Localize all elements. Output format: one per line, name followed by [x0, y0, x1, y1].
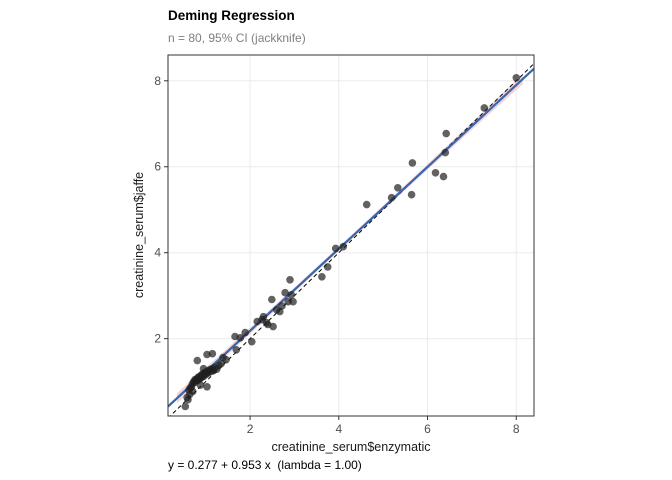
x-tick-label: 2 [247, 422, 254, 436]
data-point [181, 402, 190, 411]
x-tick-label: 8 [513, 422, 520, 436]
data-point [196, 381, 205, 389]
data-point [480, 104, 489, 112]
plot-subtitle: n = 80, 95% CI (jackknife) [168, 31, 306, 45]
data-point [439, 172, 448, 181]
panel-border [167, 54, 535, 417]
data-point [236, 334, 245, 342]
data-point [339, 242, 348, 251]
y-axis-title: creatinine_serum$jaffe [132, 171, 146, 299]
data-point [431, 169, 440, 177]
x-tick-label: 4 [335, 422, 342, 436]
data-point [441, 148, 450, 157]
data-point [318, 273, 326, 281]
data-point [232, 346, 241, 354]
data-point [208, 349, 217, 358]
data-point [287, 291, 296, 299]
regression-equation-caption: y = 0.277 + 0.953 x (lambda = 1.00) [168, 458, 362, 472]
data-point [241, 328, 249, 337]
data-point [289, 297, 297, 306]
data-point [203, 383, 211, 391]
data-point [259, 312, 268, 321]
y-tick-label: 6 [154, 160, 161, 174]
data-point [286, 276, 294, 284]
data-point [407, 190, 416, 199]
plot-title: Deming Regression [168, 8, 295, 23]
data-point [269, 322, 277, 331]
data-point [512, 74, 521, 82]
data-point [189, 387, 197, 396]
data-point [278, 302, 286, 310]
data-point [281, 288, 289, 297]
x-tick-label: 6 [424, 422, 431, 436]
regression-fit-line [168, 67, 534, 408]
data-point [362, 200, 371, 209]
y-tick-label: 8 [154, 74, 161, 88]
data-point [408, 159, 417, 167]
data-point [442, 129, 451, 138]
data-point [394, 184, 402, 192]
y-tick-label: 4 [154, 246, 161, 260]
data-point [248, 337, 256, 346]
y-tick-label: 2 [154, 332, 161, 346]
data-point [268, 295, 276, 304]
data-point [331, 244, 340, 253]
data-point [199, 364, 208, 373]
data-point [387, 193, 396, 202]
x-axis-title: creatinine_serum$enzymatic [271, 440, 431, 454]
data-point [222, 355, 230, 364]
data-point [193, 356, 202, 365]
data-point [323, 263, 332, 271]
